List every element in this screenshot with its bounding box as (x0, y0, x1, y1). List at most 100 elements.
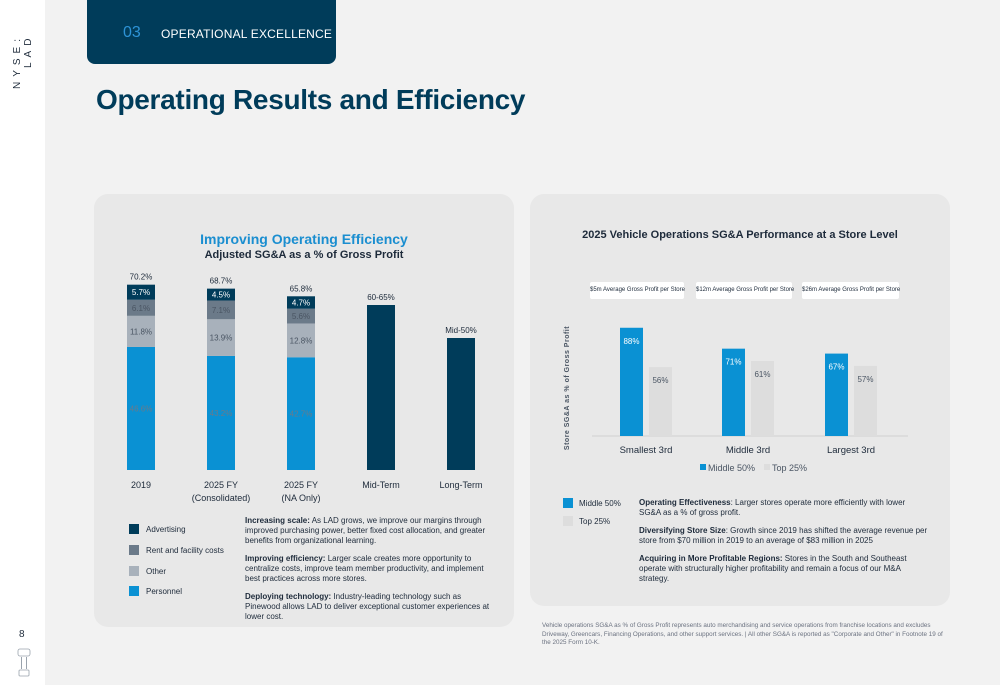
note-heading: Increasing scale: (245, 516, 310, 525)
note-heading: Diversifying Store Size (639, 526, 726, 535)
bar-value-label: 71% (725, 358, 741, 367)
page-title: Operating Results and Efficiency (96, 84, 526, 115)
segment-label: 6.1% (132, 304, 150, 313)
category-label: 2019 (131, 480, 151, 490)
gross-profit-pill: $5m Average Gross Profit per Store (590, 282, 685, 299)
legend-swatch (129, 586, 139, 596)
legend-swatch (129, 566, 139, 576)
segment-label: 13.9% (210, 334, 233, 343)
bar-segment (127, 299, 155, 316)
bar-segment (287, 357, 315, 470)
note-paragraph: Improving efficiency: Larger scale creat… (245, 554, 495, 584)
segment-label: 43.2% (210, 409, 233, 418)
note-body: Industry-leading technology such as Pine… (245, 592, 490, 621)
legend-swatch (764, 464, 770, 470)
legend-label: Middle 50% (708, 463, 755, 473)
bar-segment (287, 296, 315, 309)
bar-segment (207, 355, 235, 470)
note-body: Larger scale creates more opportunity to… (245, 554, 484, 583)
store-sga-bar-chart: Store SG&A as % of Gross Profit 88% 56% Sma… (564, 326, 908, 473)
total-label: 68.7% (210, 277, 233, 286)
legend-label: Top 25% (772, 463, 807, 473)
note-paragraph: Deploying technology: Industry-leading t… (245, 592, 495, 622)
note-paragraph: Operating Effectiveness: Larger stores o… (639, 498, 929, 518)
section-tab: 03 OPERATIONAL EXCELLENCE (87, 0, 336, 64)
left-rail: NYSE: LAD 8 (0, 0, 45, 685)
y-axis-title: Store SG&A as % of Gross Profit (564, 326, 571, 450)
segment-label: 42.7% (290, 410, 313, 419)
bar-value-label: 88% (623, 337, 639, 346)
bar-value-label: 56% (652, 376, 668, 385)
category-label: Smallest 3rd (620, 445, 673, 456)
total-label: 70.2% (130, 273, 153, 282)
legend-swatch (129, 524, 139, 534)
category-label: Middle 3rd (726, 445, 770, 456)
legend-item-middle50: Middle 50% (563, 498, 663, 510)
segment-label: 4.5% (212, 291, 230, 300)
bar-segment (127, 346, 155, 470)
note-body: : Larger stores operate more efficiently… (639, 498, 906, 517)
bar-value-label: 67% (828, 363, 844, 372)
left-chart-title: Improving Operating Efficiency (200, 231, 408, 247)
segment-label: 7.1% (212, 306, 230, 315)
middle-50-bar (620, 327, 643, 436)
top-25-bar (649, 367, 672, 436)
note-paragraph: Acquiring in More Profitable Regions: St… (639, 554, 929, 584)
note-body: As LAD grows, we improve our margins thr… (245, 516, 486, 545)
gross-profit-pill: $26m Average Gross Profit per Store (802, 282, 900, 299)
left-chart-subtitle: Adjusted SG&A as a % of Gross Profit (204, 249, 404, 261)
segment-label: 5.6% (292, 312, 310, 321)
legend-label: Rent and facility costs (146, 546, 224, 555)
segment-label: 46.6% (130, 404, 153, 413)
note-body: : Growth since 2019 has shifted the aver… (639, 526, 928, 545)
note-body: Stores in the South and Southeast operat… (639, 554, 907, 583)
company-logo-icon (17, 648, 31, 677)
total-label: 60-65% (367, 293, 395, 302)
category-label: Long-Term (439, 480, 482, 490)
middle-50-bar (722, 348, 745, 436)
note-heading: Improving efficiency: (245, 554, 326, 563)
bar-segment (207, 319, 235, 356)
legend-label: Middle 50% (579, 499, 621, 508)
legend-label: Other (146, 567, 167, 576)
bar-value-label: 61% (754, 370, 770, 379)
page-number: 8 (19, 629, 25, 640)
legend-swatch (700, 464, 706, 470)
category-label: (Consolidated) (192, 493, 251, 503)
category-label: Largest 3rd (827, 445, 875, 456)
legend-item-other: Other (129, 566, 239, 578)
bar-segment (127, 284, 155, 300)
note-heading: Deploying technology: (245, 592, 332, 601)
legend-item-advertising: Advertising (129, 524, 239, 536)
bar-segment (207, 288, 235, 301)
legend-label: Top 25% (579, 517, 611, 526)
category-label: (NA Only) (281, 493, 320, 503)
target-bar (367, 305, 395, 470)
category-label: Mid-Term (362, 480, 400, 490)
right-chart-title: 2025 Vehicle Operations SG&A Performance… (582, 229, 898, 241)
legend-swatch (563, 498, 573, 508)
total-label: Mid-50% (445, 326, 477, 335)
bar-segment (127, 315, 155, 347)
right-chart-notes: Operating Effectiveness: Larger stores o… (639, 498, 929, 592)
category-label: 2025 FY (204, 480, 238, 490)
footnote: Vehicle operations SG&A as % of Gross Pr… (542, 622, 943, 646)
legend-swatch (129, 545, 139, 555)
target-bar (447, 338, 475, 470)
section-number: 03 (123, 24, 141, 41)
legend-item-rent: Rent and facility costs (129, 545, 239, 557)
legend-label: Advertising (146, 525, 186, 534)
segment-label: 11.8% (130, 327, 152, 336)
top-25-bar (751, 360, 774, 436)
note-heading: Operating Effectiveness (639, 498, 731, 507)
note-paragraph: Diversifying Store Size: Growth since 20… (639, 526, 929, 546)
top-25-bar (854, 365, 877, 436)
legend-item-personnel: Personnel (129, 586, 239, 598)
total-label: 65.8% (290, 284, 313, 293)
gross-profit-pill: $12m Average Gross Profit per Store (696, 282, 794, 299)
segment-label: 5.7% (132, 288, 150, 297)
note-heading: Acquiring in More Profitable Regions: (639, 554, 783, 563)
note-paragraph: Increasing scale: As LAD grows, we impro… (245, 516, 495, 546)
bar-segment (207, 300, 235, 320)
legend-item-top25: Top 25% (563, 516, 663, 528)
